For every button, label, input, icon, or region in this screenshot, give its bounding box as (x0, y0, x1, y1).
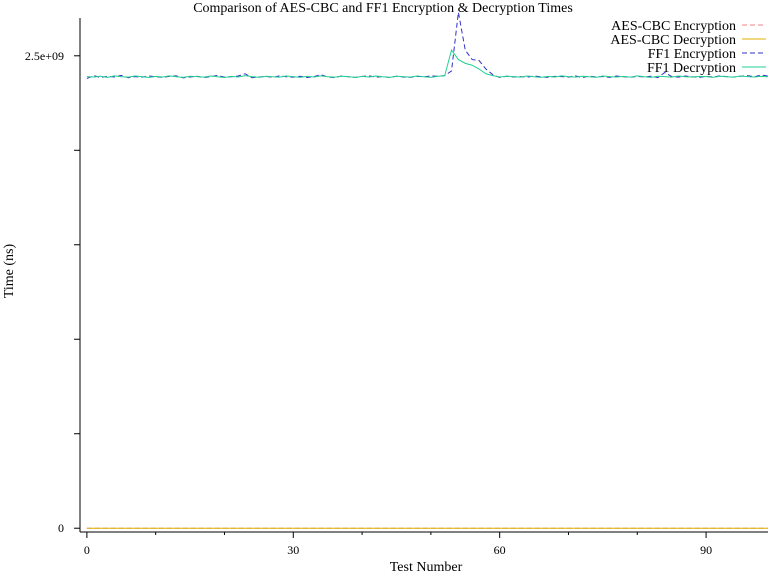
plot-area (86, 12, 768, 529)
axes: 0 2.5e+09 0 30 60 90 (25, 18, 768, 557)
x-tick-label: 90 (700, 543, 712, 557)
y-tick-label: 0 (58, 521, 64, 535)
y-tick-label: 2.5e+09 (25, 49, 64, 63)
chart-title: Comparison of AES-CBC and FF1 Encryption… (193, 1, 573, 16)
legend-label: FF1 Decryption (647, 61, 736, 76)
y-axis-label: Time (ns) (2, 244, 17, 299)
x-tick-label: 30 (287, 543, 299, 557)
legend-label: AES-CBC Encryption (611, 19, 736, 34)
series-line-ff1-decryption (86, 48, 768, 79)
x-tick-label: 0 (84, 543, 90, 557)
legend-label: FF1 Encryption (648, 47, 736, 62)
legend-label: AES-CBC Decryption (610, 33, 736, 48)
x-axis-label: Test Number (390, 560, 463, 575)
x-tick-label: 60 (494, 543, 506, 557)
